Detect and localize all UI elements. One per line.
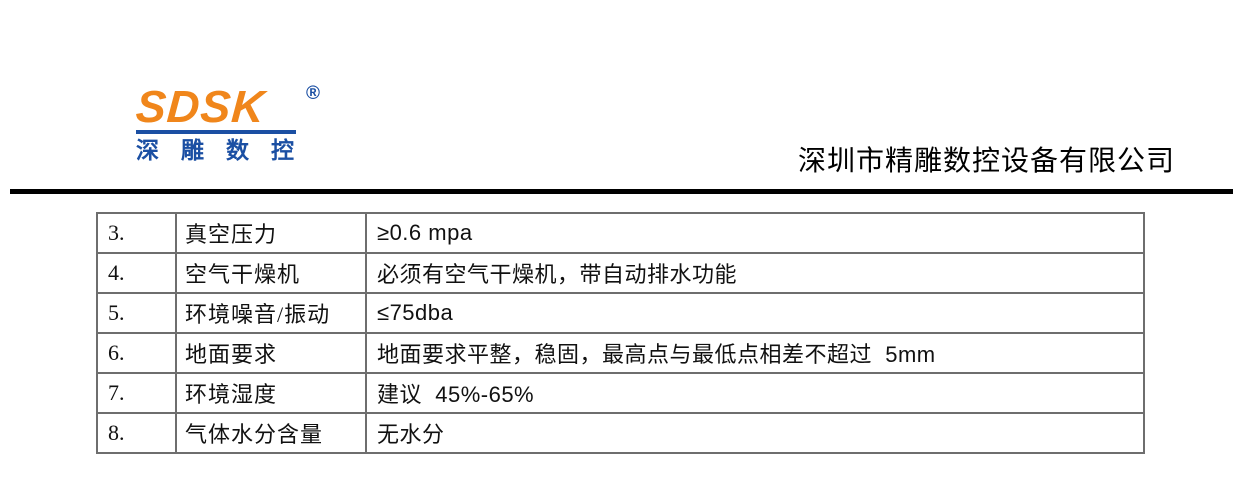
spec-table: 3. 真空压力 ≥0.6 mpa 4. 空气干燥机 必须有空气干燥机，带自动排水… <box>96 212 1145 454</box>
table-row: 6. 地面要求 地面要求平整，稳固，最高点与最低点相差不超过 5mm <box>96 332 1145 374</box>
table-row: 5. 环境噪音/振动 ≤75dba <box>96 292 1145 334</box>
table-row: 4. 空气干燥机 必须有空气干燥机，带自动排水功能 <box>96 252 1145 294</box>
table-row: 7. 环境湿度 建议 45%-65% <box>96 372 1145 414</box>
logo-underline-bar <box>136 130 296 134</box>
spec-value-cell: 地面要求平整，稳固，最高点与最低点相差不超过 5mm <box>365 332 1145 374</box>
table-row: 3. 真空压力 ≥0.6 mpa <box>96 212 1145 254</box>
header-divider-rule <box>10 189 1233 194</box>
spec-value-cell: 无水分 <box>365 412 1145 454</box>
spec-name-cell: 气体水分含量 <box>175 412 367 454</box>
table-row: 8. 气体水分含量 无水分 <box>96 412 1145 454</box>
row-number-cell: 3. <box>96 212 177 254</box>
spec-name-cell: 环境噪音/振动 <box>175 292 367 334</box>
spec-name-cell: 真空压力 <box>175 212 367 254</box>
logo-wordmark-row: SDSK ® <box>134 81 320 132</box>
registered-trademark-icon: ® <box>306 83 320 104</box>
spec-value-cell: 建议 45%-65% <box>365 372 1145 414</box>
spec-name-cell: 环境湿度 <box>175 372 367 414</box>
company-logo: SDSK ® 深 雕 数 控 <box>134 81 320 162</box>
logo-cn-char: 深 <box>136 137 159 163</box>
logo-wordmark: SDSK <box>134 81 267 132</box>
row-number-cell: 7. <box>96 372 177 414</box>
logo-cn-char: 雕 <box>181 137 204 163</box>
row-number-cell: 6. <box>96 332 177 374</box>
row-number-cell: 5. <box>96 292 177 334</box>
company-name: 深圳市精雕数控设备有限公司 <box>797 146 1175 177</box>
logo-cn-char: 数 <box>226 137 249 163</box>
spec-value-cell: 必须有空气干燥机，带自动排水功能 <box>365 252 1145 294</box>
spec-name-cell: 空气干燥机 <box>175 252 367 294</box>
logo-cn-char: 控 <box>271 137 294 163</box>
spec-value-cell: ≤75dba <box>365 292 1145 334</box>
spec-name-cell: 地面要求 <box>175 332 367 374</box>
logo-chinese-subtext: 深 雕 数 控 <box>136 138 294 162</box>
row-number-cell: 4. <box>96 252 177 294</box>
spec-value-cell: ≥0.6 mpa <box>365 212 1145 254</box>
row-number-cell: 8. <box>96 412 177 454</box>
